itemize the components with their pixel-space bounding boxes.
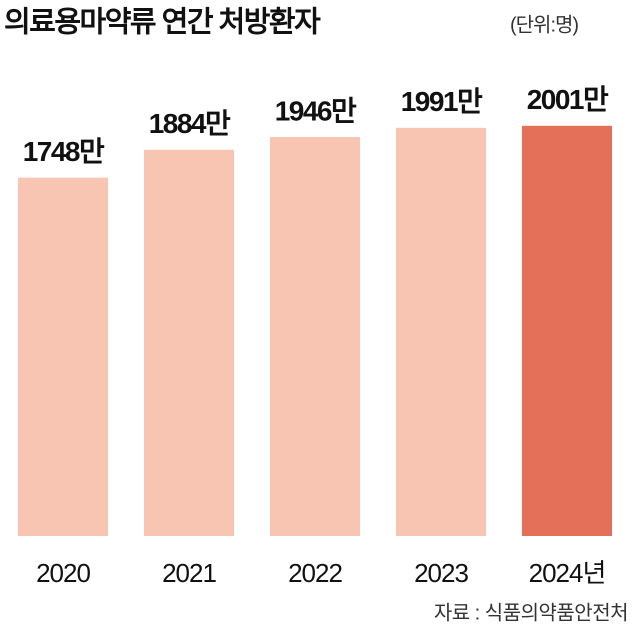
bar (144, 149, 234, 536)
value-label: 2001만 (527, 84, 609, 115)
unit-note: (단위:명) (510, 13, 578, 36)
bar (18, 177, 108, 536)
x-tick-label: 2020 (36, 558, 90, 588)
value-label: 1946만 (275, 95, 357, 126)
bar (522, 125, 612, 537)
x-tick-label: 2022 (288, 558, 342, 588)
bar (396, 127, 486, 536)
value-label: 1991만 (401, 86, 483, 117)
value-label: 1884만 (149, 108, 231, 139)
value-label: 1748만 (23, 136, 105, 167)
x-tick-label: 2023 (414, 558, 468, 588)
x-tick-label: 2024년 (529, 558, 606, 588)
chart-title: 의료용마약류 연간 처방환자 (4, 6, 321, 39)
source-note: 자료 : 식품의약품안전처 (434, 601, 628, 624)
bar (270, 137, 360, 536)
x-tick-label: 2021 (162, 558, 216, 588)
